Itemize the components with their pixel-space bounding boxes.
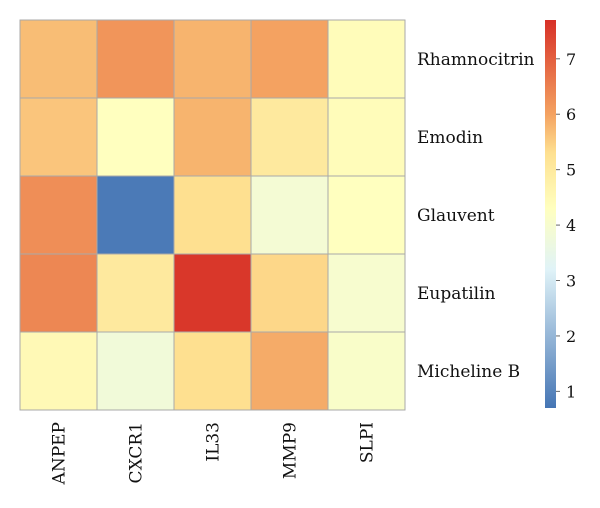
heatmap-cell-rhamnocitrin-mmp9 xyxy=(250,19,329,99)
colorbar-tick-label-1: 1 xyxy=(566,382,576,401)
row-label-glauvent: Glauvent xyxy=(417,206,495,226)
heatmap-cell-glauvent-anpep xyxy=(19,175,98,255)
heatmap-cell-micheline-b-il33 xyxy=(173,331,252,411)
heatmap-cell-micheline-b-cxcr1 xyxy=(96,331,175,411)
heatmap-cell-rhamnocitrin-slpi xyxy=(327,19,406,99)
colorbar-tick-label-6: 6 xyxy=(566,105,576,124)
column-label-slpi: SLPI xyxy=(358,422,378,463)
colorbar-tick-label-5: 5 xyxy=(566,161,576,180)
heatmap-cell-eupatilin-cxcr1 xyxy=(96,253,175,333)
colorbar-tick-label-7: 7 xyxy=(566,50,576,69)
heatmap-cell-eupatilin-mmp9 xyxy=(250,253,329,333)
row-label-rhamnocitrin: Rhamnocitrin xyxy=(417,50,535,70)
row-label-emodin: Emodin xyxy=(417,128,483,148)
row-label-micheline-b: Micheline B xyxy=(417,362,520,382)
heatmap-cell-eupatilin-slpi xyxy=(327,253,406,333)
heatmap-cell-emodin-mmp9 xyxy=(250,97,329,177)
row-labels: Rhamnocitrin Emodin Glauvent Eupatilin Miche… xyxy=(417,50,535,382)
heatmap-cell-eupatilin-anpep xyxy=(19,253,98,333)
column-label-anpep: ANPEP xyxy=(50,422,70,485)
heatmap-cell-micheline-b-slpi xyxy=(327,331,406,411)
colorbar-gradient xyxy=(545,20,556,408)
heatmap-cell-rhamnocitrin-cxcr1 xyxy=(96,19,175,99)
heatmap-cell-micheline-b-mmp9 xyxy=(250,331,329,411)
heatmap-cell-glauvent-cxcr1 xyxy=(96,175,175,255)
column-label-il33: IL33 xyxy=(204,422,224,462)
colorbar: 1 2 3 4 5 6 7 xyxy=(545,20,576,408)
heatmap-cell-micheline-b-anpep xyxy=(19,331,98,411)
heatmap-cell-rhamnocitrin-anpep xyxy=(19,19,98,99)
heatmap-cells xyxy=(19,19,406,411)
colorbar-tick-label-3: 3 xyxy=(566,272,576,291)
colorbar-tick-label-2: 2 xyxy=(566,327,576,346)
heatmap-cell-glauvent-slpi xyxy=(327,175,406,255)
heatmap-cell-emodin-cxcr1 xyxy=(96,97,175,177)
colorbar-ticks: 1 2 3 4 5 6 7 xyxy=(556,50,576,401)
heatmap-cell-glauvent-mmp9 xyxy=(250,175,329,255)
row-label-eupatilin: Eupatilin xyxy=(417,284,496,304)
heatmap-cell-emodin-il33 xyxy=(173,97,252,177)
heatmap-cell-eupatilin-il33 xyxy=(173,253,252,333)
column-labels: ANPEP CXCR1 IL33 MMP9 SLPI xyxy=(50,422,378,485)
heatmap-cell-emodin-anpep xyxy=(19,97,98,177)
heatmap-cell-emodin-slpi xyxy=(327,97,406,177)
heatmap-cell-rhamnocitrin-il33 xyxy=(173,19,252,99)
colorbar-tick-label-4: 4 xyxy=(566,216,576,235)
heatmap-cell-glauvent-il33 xyxy=(173,175,252,255)
column-label-cxcr1: CXCR1 xyxy=(127,422,147,483)
column-label-mmp9: MMP9 xyxy=(281,422,301,479)
